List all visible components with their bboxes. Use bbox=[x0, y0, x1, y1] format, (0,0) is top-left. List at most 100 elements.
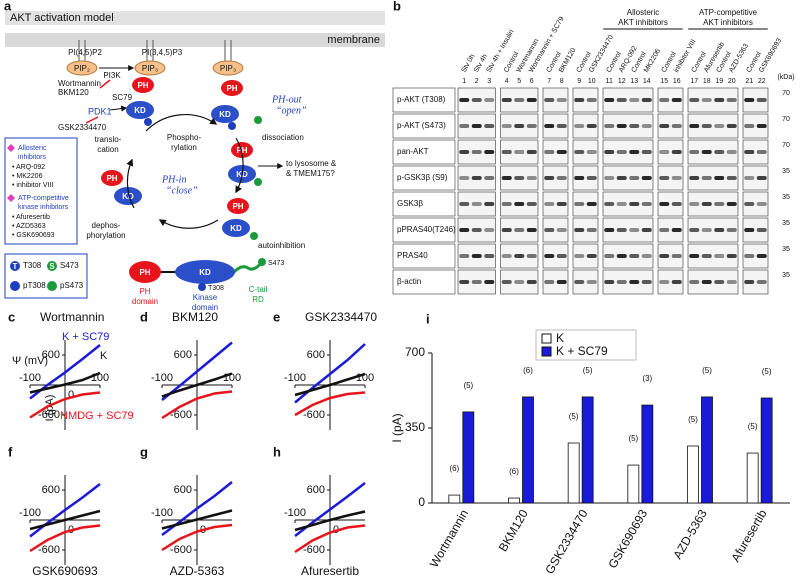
band bbox=[544, 202, 555, 206]
band bbox=[556, 150, 567, 154]
band bbox=[514, 150, 525, 154]
x-tick-label: Wortmannin bbox=[427, 507, 471, 570]
lane-number: 1 bbox=[462, 78, 466, 85]
lane-number: 14 bbox=[643, 78, 651, 85]
band bbox=[629, 202, 640, 206]
lipid-label: PI(4,5)P2 bbox=[68, 48, 102, 57]
band bbox=[556, 124, 567, 128]
legend-frame bbox=[535, 329, 637, 361]
row-label: GSK3β bbox=[397, 199, 423, 208]
band bbox=[514, 280, 525, 284]
band bbox=[484, 228, 495, 232]
band bbox=[671, 124, 682, 128]
domain-label: PH bbox=[139, 287, 150, 296]
band bbox=[659, 124, 670, 128]
n-label: (5) bbox=[702, 366, 712, 375]
band bbox=[604, 98, 615, 102]
band bbox=[616, 124, 627, 128]
band bbox=[526, 176, 537, 180]
lane-number: 18 bbox=[703, 78, 711, 85]
band bbox=[689, 280, 700, 284]
band bbox=[629, 280, 640, 284]
band bbox=[484, 176, 495, 180]
row-label: p-AKT (T308) bbox=[397, 95, 446, 104]
legend-swatch bbox=[541, 333, 552, 344]
phospho-site bbox=[254, 116, 262, 124]
group-header: AKT inhibitors bbox=[618, 18, 668, 27]
band bbox=[641, 254, 652, 258]
band bbox=[701, 228, 712, 232]
iv-curve bbox=[161, 390, 233, 420]
band bbox=[641, 202, 652, 206]
band bbox=[604, 176, 615, 180]
lane-number: 16 bbox=[673, 78, 681, 85]
state: PH-in bbox=[161, 174, 186, 185]
band bbox=[616, 98, 627, 102]
band bbox=[714, 202, 725, 206]
iv-curve bbox=[29, 483, 101, 538]
ph-domain bbox=[231, 142, 253, 158]
band bbox=[616, 254, 627, 258]
band bbox=[689, 124, 700, 128]
ph-label: PH bbox=[106, 174, 117, 183]
row-label-box bbox=[392, 269, 456, 295]
band bbox=[604, 202, 615, 206]
iv-curve bbox=[161, 523, 233, 552]
row-label: pan-AKT bbox=[397, 147, 429, 156]
site-letter: T bbox=[13, 262, 18, 271]
band bbox=[641, 124, 652, 128]
band bbox=[689, 228, 700, 232]
cycle-arrow bbox=[126, 158, 135, 209]
phospho-site bbox=[144, 118, 152, 126]
panel-label: e bbox=[273, 309, 280, 324]
band bbox=[471, 228, 482, 232]
band bbox=[526, 254, 537, 258]
band bbox=[471, 280, 482, 284]
bar bbox=[508, 497, 520, 504]
x-tick-label: GSK2334470 bbox=[542, 507, 590, 577]
ph-domain bbox=[221, 80, 243, 96]
state: “close” bbox=[166, 185, 198, 196]
panel-label: c bbox=[8, 309, 15, 324]
ph-label: PH bbox=[236, 146, 247, 155]
lane-number: 9 bbox=[577, 78, 581, 85]
band bbox=[629, 176, 640, 180]
band bbox=[604, 124, 615, 128]
chart-title: BKM120 bbox=[172, 310, 218, 324]
step: dissociation bbox=[262, 133, 304, 142]
band bbox=[689, 202, 700, 206]
lane-number: 4 bbox=[505, 78, 509, 85]
pip bbox=[134, 60, 166, 76]
x-tick-label: AZD-5363 bbox=[670, 507, 710, 562]
band bbox=[659, 150, 670, 154]
iv-curve bbox=[29, 371, 101, 394]
n-label: (5) bbox=[569, 412, 579, 421]
band bbox=[586, 98, 597, 102]
row-label-box bbox=[392, 165, 456, 191]
band bbox=[556, 280, 567, 284]
x-tick-label: -100 bbox=[284, 372, 306, 384]
band bbox=[471, 176, 482, 180]
band bbox=[641, 98, 652, 102]
kinase-domain bbox=[126, 101, 154, 119]
y-tick-label: 350 bbox=[405, 420, 425, 434]
band bbox=[744, 254, 755, 258]
bar bbox=[627, 464, 640, 504]
lane-label: MK2206 bbox=[643, 48, 662, 74]
band bbox=[514, 176, 525, 180]
title-band bbox=[5, 11, 385, 25]
band bbox=[574, 228, 585, 232]
domain-label: domain bbox=[192, 303, 218, 312]
band bbox=[501, 124, 512, 128]
series-label: K bbox=[100, 350, 108, 362]
band bbox=[671, 202, 682, 206]
bar bbox=[522, 396, 534, 504]
x-tick-label: GSK690693 bbox=[605, 507, 650, 571]
bar bbox=[687, 445, 699, 504]
band bbox=[726, 98, 737, 102]
legend-text: S473 bbox=[60, 261, 79, 270]
row-label: β-actin bbox=[397, 277, 421, 286]
band bbox=[586, 176, 597, 180]
site-icon bbox=[198, 283, 206, 291]
iv-curve bbox=[29, 524, 101, 553]
